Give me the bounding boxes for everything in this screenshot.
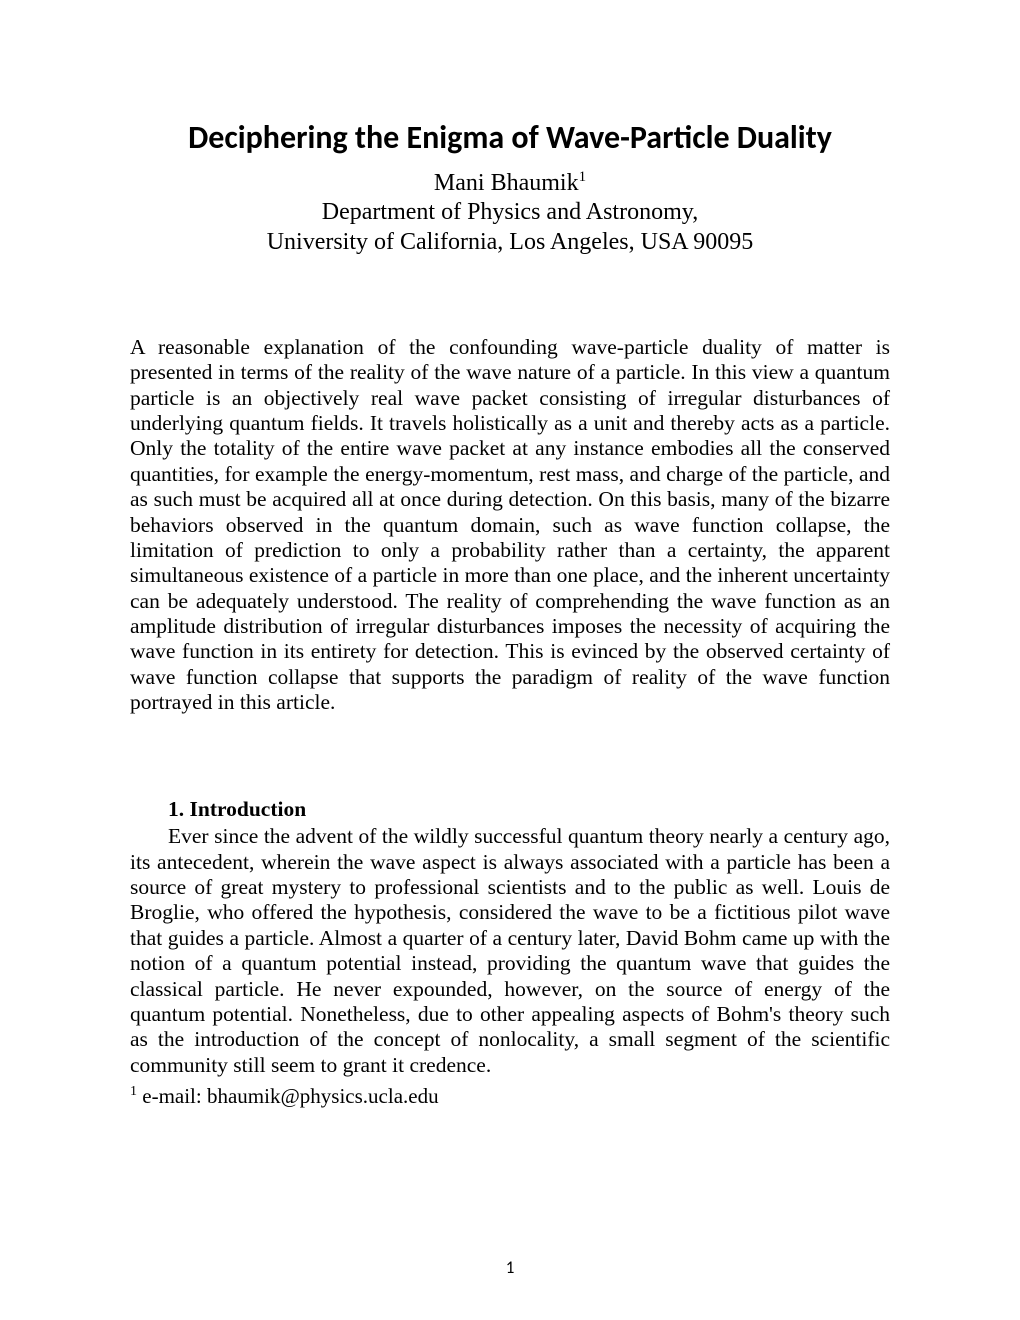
section-heading-introduction: 1. Introduction — [168, 797, 890, 822]
affiliation-line-1: Department of Physics and Astronomy, — [130, 197, 890, 227]
page-number: 1 — [0, 1257, 1020, 1278]
abstract-text: A reasonable explanation of the confound… — [130, 335, 890, 715]
footnote: 1 e-mail: bhaumik@physics.ucla.edu — [130, 1084, 890, 1109]
footnote-text: e-mail: bhaumik@physics.ucla.edu — [137, 1084, 439, 1108]
author-line: Mani Bhaumik1 — [130, 169, 890, 197]
introduction-paragraph: Ever since the advent of the wildly succ… — [130, 824, 890, 1078]
author-footnote-mark: 1 — [579, 169, 587, 185]
paper-title: Deciphering the Enigma of Wave-Particle … — [130, 118, 890, 157]
affiliation-line-2: University of California, Los Angeles, U… — [130, 227, 890, 257]
author-name: Mani Bhaumik — [434, 170, 579, 196]
footnote-mark: 1 — [130, 1084, 137, 1099]
